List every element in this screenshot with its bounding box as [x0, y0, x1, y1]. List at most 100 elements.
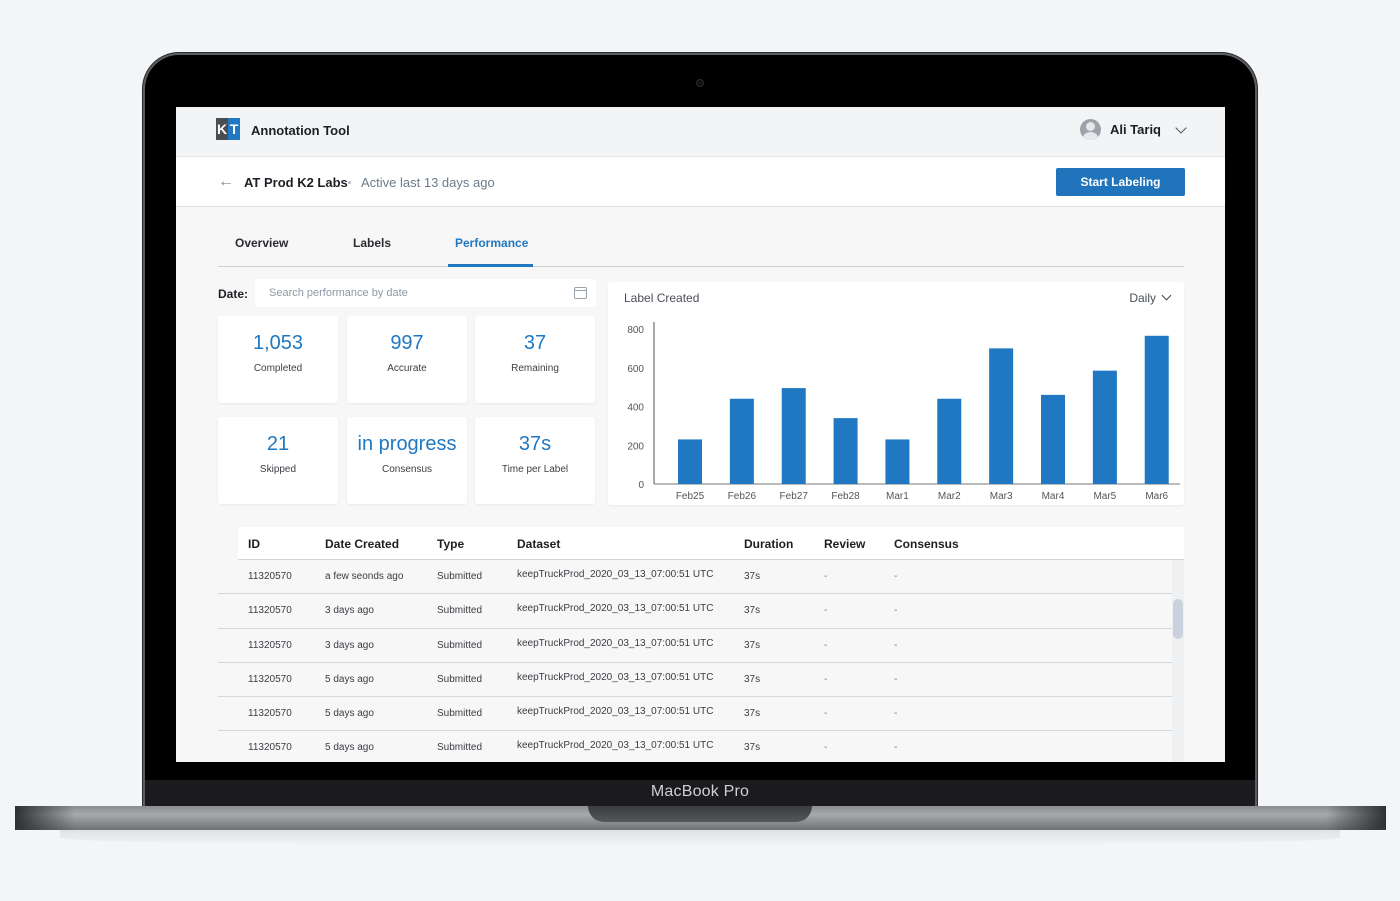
cell-review: - [824, 673, 828, 685]
cell-dataset: keepTruckProd_2020_03_13_07:00:51 UTC [517, 671, 714, 683]
cell-duration: 37s [744, 605, 761, 617]
cell-id: 11320570 [248, 605, 292, 617]
stat-card-completed: 1,053 Completed [218, 316, 338, 403]
stat-label: Completed [253, 363, 303, 374]
scrollbar-thumb[interactable] [1173, 599, 1183, 639]
bar[interactable] [781, 388, 806, 484]
cell-consensus: - [894, 605, 898, 617]
stat-card-consensus: in progress Consensus [347, 417, 467, 504]
cell-date-created: 5 days ago [325, 742, 374, 754]
stat-value: in progress [357, 433, 457, 455]
table-row[interactable]: 11320570 5 days ago Submitted keepTruckP… [218, 731, 1172, 762]
user-menu[interactable]: Ali Tariq [1079, 119, 1187, 140]
col-dataset[interactable]: Dataset [517, 537, 561, 551]
cell-id: 11320570 [248, 708, 292, 720]
col-date-created[interactable]: Date Created [325, 537, 400, 551]
camera-icon [696, 79, 704, 87]
date-label: Date: [218, 287, 249, 301]
app-title: Annotation Tool [251, 123, 350, 138]
cell-date-created: a few seonds ago [325, 571, 404, 582]
stat-label: Remaining [511, 363, 559, 374]
bar[interactable] [678, 439, 702, 484]
bar[interactable] [729, 398, 754, 484]
table-row[interactable]: 11320570 3 days ago Submitted keepTruckP… [218, 629, 1172, 663]
activity-status: Active last 13 days ago [361, 175, 495, 190]
col-id[interactable]: ID [248, 537, 260, 551]
bar[interactable] [989, 348, 1014, 484]
laptop-chin: MacBook Pro [145, 780, 1255, 807]
bar-chart: 0 200 400 600 800 Feb25 Feb26 Feb27 Feb28 Mar1 Mar… [627, 322, 1180, 502]
laptop-shadow [60, 830, 1340, 846]
arrow-left-icon[interactable]: ← [218, 173, 234, 190]
date-search-input[interactable]: Search performance by date [255, 279, 596, 307]
stat-value: 997 [390, 332, 424, 354]
cell-review: - [824, 571, 828, 582]
stat-value: 1,053 [252, 332, 304, 354]
stat-card-accurate: 997 Accurate [347, 316, 467, 403]
cell-consensus: - [894, 742, 898, 754]
cell-id: 11320570 [248, 742, 292, 754]
calendar-icon[interactable] [574, 287, 587, 299]
bar[interactable] [1092, 370, 1117, 484]
x-tick-label: Mar1 [886, 491, 909, 502]
cell-dataset: keepTruckProd_2020_03_13_07:00:51 UTC [517, 569, 714, 580]
table-row[interactable]: 11320570 5 days ago Submitted keepTruckP… [218, 697, 1172, 732]
stat-label: Accurate [387, 363, 427, 374]
tab-labels[interactable]: Labels [353, 236, 392, 250]
cell-duration: 37s [744, 742, 761, 754]
x-tick-label: Feb27 [780, 491, 809, 502]
stat-card-skipped: 21 Skipped [218, 417, 338, 504]
col-type[interactable]: Type [437, 537, 465, 551]
app-logo[interactable]: K T [216, 118, 240, 140]
stat-value: 37s [518, 433, 552, 455]
table-row[interactable]: 11320570 5 days ago Submitted keepTruckP… [218, 663, 1172, 698]
cell-review: - [824, 605, 828, 617]
bar[interactable] [1041, 394, 1066, 484]
laptop-lid: K T Annotation Tool Ali Tariq ← AT Prod … [145, 55, 1255, 807]
logo-k: K [216, 118, 228, 140]
stat-value: 37 [523, 332, 547, 354]
bar[interactable] [937, 398, 962, 484]
x-tick-label: Feb25 [676, 491, 705, 502]
avatar-icon [1079, 119, 1101, 140]
tab-bar: Overview Labels Performance [218, 228, 1184, 267]
cell-id: 11320570 [248, 571, 292, 582]
cell-duration: 37s [744, 673, 761, 685]
cell-duration: 37s [744, 639, 761, 651]
cell-dataset: keepTruckProd_2020_03_13_07:00:51 UTC [517, 603, 714, 615]
project-name: AT Prod K2 Labs [244, 175, 348, 190]
top-bar: K T Annotation Tool Ali Tariq [176, 107, 1225, 157]
stat-value: 21 [266, 433, 290, 455]
cell-type: Submitted [437, 639, 483, 651]
bar[interactable] [833, 418, 858, 484]
chevron-down-icon[interactable] [1175, 121, 1187, 134]
x-tick-label: Mar2 [938, 491, 961, 502]
cell-duration: 37s [744, 708, 761, 720]
laptop-notch [588, 806, 812, 822]
table-row[interactable]: 11320570 3 days ago Submitted keepTruckP… [218, 594, 1172, 629]
table-body: 11320570 a few seonds ago Submitted keep… [218, 560, 1184, 762]
cell-id: 11320570 [248, 639, 292, 651]
table-scrollbar[interactable] [1172, 560, 1184, 762]
bar[interactable] [1144, 335, 1169, 484]
stat-label: Time per Label [501, 464, 569, 475]
col-consensus[interactable]: Consensus [894, 537, 959, 551]
y-tick-label: 600 [627, 364, 644, 375]
stat-card-time-per-label: 37s Time per Label [475, 417, 595, 504]
y-tick-label: 400 [627, 403, 644, 414]
cell-duration: 37s [744, 571, 761, 582]
tab-performance[interactable]: Performance [455, 236, 529, 250]
start-labeling-button[interactable]: Start Labeling [1056, 168, 1185, 196]
table-row[interactable]: 11320570 a few seonds ago Submitted keep… [218, 560, 1172, 595]
cell-review: - [824, 742, 828, 754]
user-name: Ali Tariq [1109, 122, 1161, 137]
col-review[interactable]: Review [824, 537, 866, 551]
cell-dataset: keepTruckProd_2020_03_13_07:00:51 UTC [517, 706, 714, 718]
tab-overview[interactable]: Overview [235, 236, 289, 250]
labels-table: ID Date Created Type Dataset Duration Re… [218, 527, 1184, 762]
bar[interactable] [885, 439, 910, 484]
device-label: MacBook Pro [650, 783, 750, 800]
period-dropdown[interactable]: Daily [1129, 291, 1156, 305]
date-search-placeholder: Search performance by date [269, 287, 408, 299]
col-duration[interactable]: Duration [744, 537, 794, 551]
